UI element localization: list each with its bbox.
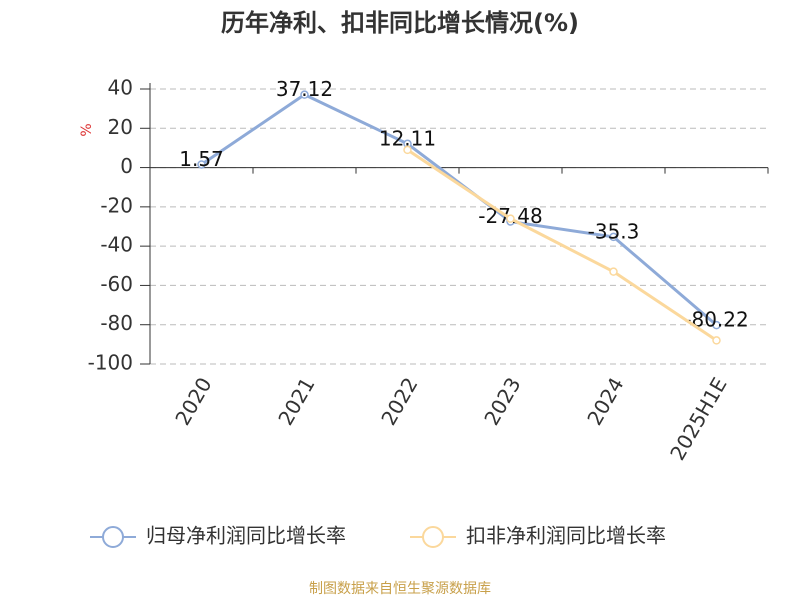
- y-tick-label: -60: [100, 272, 133, 296]
- point: [712, 320, 721, 330]
- point: [609, 267, 618, 276]
- legend-item: 扣非净利润同比增长率: [410, 524, 666, 548]
- x-tick-label: 2021: [273, 373, 319, 429]
- legend-label: 归母净利润同比增长率: [146, 524, 346, 548]
- chart-title: 历年净利、扣非同比增长情况(%): [221, 9, 579, 37]
- legend-marker: [102, 526, 124, 548]
- y-tick-label: -100: [88, 351, 133, 375]
- point: [403, 145, 412, 155]
- x-tick-label: 2023: [479, 373, 525, 429]
- data-label: 37.12: [276, 77, 333, 101]
- legend-marker: [422, 526, 444, 548]
- x-tick-label: 2025H1E: [665, 373, 731, 464]
- data-label: -35.3: [588, 219, 640, 243]
- y-tick-label: 40: [108, 76, 133, 100]
- legend-item: 归母净利润同比增长率: [90, 524, 346, 548]
- point: [197, 160, 206, 169]
- y-tick-label: -40: [100, 233, 133, 257]
- data-label: -80.22: [684, 308, 748, 332]
- x-tick-label: 2024: [582, 373, 628, 429]
- y-axis-label: %: [79, 123, 95, 136]
- y-tick-label: -80: [100, 311, 133, 335]
- y-tick-label: 0: [120, 154, 133, 178]
- data-label: 1.57: [179, 147, 224, 171]
- footer: 制图数据来自恒生聚源数据库: [309, 581, 491, 597]
- x-tick-label: 2020: [170, 373, 216, 429]
- y-tick-label: 20: [108, 115, 133, 139]
- point: [506, 214, 515, 223]
- point: [300, 90, 309, 99]
- y-tick-label: -20: [100, 193, 133, 217]
- point: [609, 232, 618, 242]
- point: [712, 336, 721, 345]
- series-line: [406, 148, 718, 342]
- x-tick-label: 2022: [376, 373, 422, 429]
- legend-label: 扣非净利润同比增长率: [466, 524, 666, 548]
